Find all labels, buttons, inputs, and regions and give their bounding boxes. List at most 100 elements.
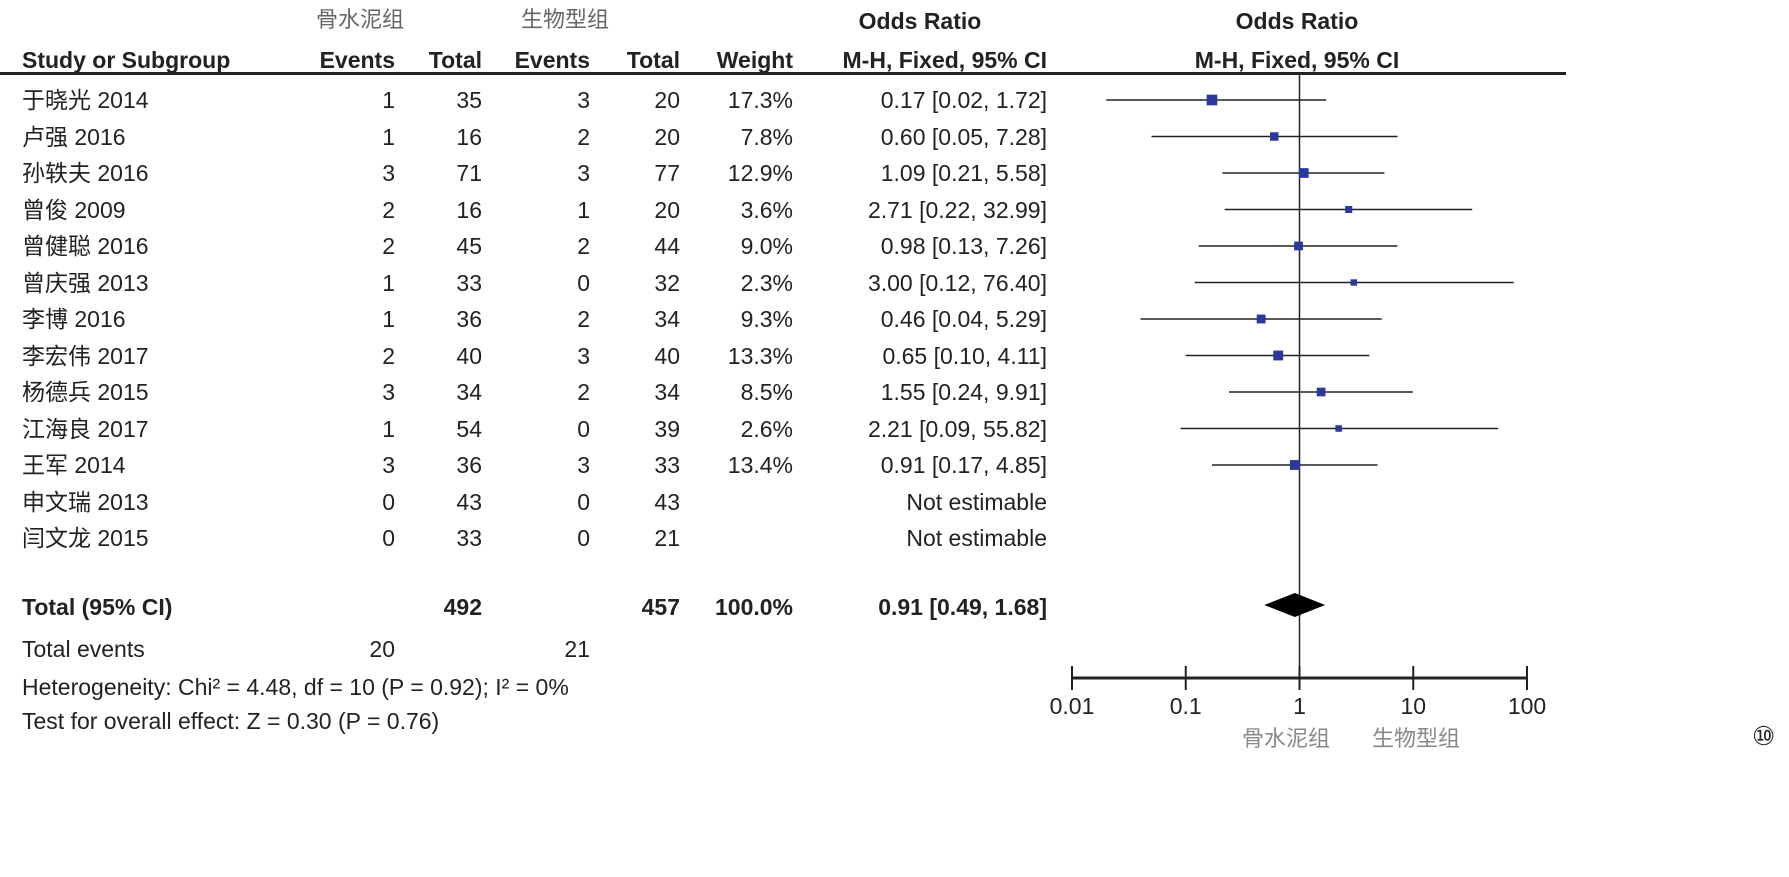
ci-text: Not estimable — [906, 488, 1047, 515]
col-study: Study or Subgroup — [22, 47, 231, 73]
ci-text: 0.60 [0.05, 7.28] — [880, 123, 1047, 150]
group2-header: 生物型组 — [520, 8, 609, 33]
effect-square — [1270, 132, 1279, 141]
effect-square — [1206, 94, 1218, 106]
ci-text: Not estimable — [906, 525, 1047, 551]
total-weight: 100.0% — [714, 594, 793, 620]
header-divider — [0, 72, 1566, 75]
study-name: 卢强 2016 — [22, 123, 126, 150]
ci-text: 1.55 [0.24, 9.91] — [880, 379, 1047, 405]
events2: 1 — [577, 196, 590, 223]
ci-text: 2.71 [0.22, 32.99] — [867, 196, 1047, 223]
total1: 36 — [456, 452, 482, 478]
col-ci-plot: M-H, Fixed, 95% CI — [1194, 47, 1400, 73]
weight: 12.9% — [727, 160, 793, 186]
total-n2: 457 — [641, 594, 680, 620]
events2: 0 — [577, 269, 590, 296]
events2: 0 — [577, 488, 590, 515]
total2: 39 — [654, 415, 680, 442]
events1: 1 — [382, 123, 395, 150]
events1: 1 — [382, 415, 395, 442]
total2: 43 — [654, 488, 680, 515]
col-total2: Total — [626, 47, 680, 73]
events1: 3 — [382, 379, 395, 405]
total1: 43 — [456, 488, 482, 515]
events1: 1 — [382, 269, 395, 296]
total1: 33 — [456, 525, 482, 551]
effect-square — [1316, 387, 1326, 397]
effect-square — [1335, 425, 1342, 432]
events2: 3 — [577, 452, 590, 478]
weight: 3.6% — [740, 196, 793, 223]
total1: 45 — [456, 233, 482, 259]
study-name: 杨德兵 2015 — [22, 379, 149, 405]
total1: 16 — [456, 196, 482, 223]
ci-text: 1.09 [0.21, 5.58] — [880, 160, 1047, 186]
events1: 3 — [382, 452, 395, 478]
study-name: 曾庆强 2013 — [22, 269, 149, 296]
pooled-diamond — [1264, 593, 1326, 617]
x-tick-label: 0.1 — [1170, 693, 1202, 719]
group1-header: 骨水泥组 — [315, 8, 404, 33]
events1: 2 — [382, 196, 395, 223]
col-events2: Events — [514, 47, 590, 73]
events2: 3 — [577, 87, 590, 113]
weight: 7.8% — [740, 123, 793, 150]
total1: 54 — [456, 415, 482, 442]
ci-text: 0.46 [0.04, 5.29] — [880, 306, 1047, 332]
study-name: 于晓光 2014 — [22, 87, 149, 113]
total2: 21 — [654, 525, 680, 551]
total1: 33 — [456, 269, 482, 296]
weight: 17.3% — [727, 87, 793, 113]
study-name: 孙轶夫 2016 — [22, 160, 149, 186]
weight: 13.3% — [727, 342, 793, 369]
total2: 20 — [654, 123, 680, 150]
total2: 40 — [654, 342, 680, 369]
weight: 2.6% — [740, 415, 793, 442]
effect-square — [1298, 168, 1309, 178]
events2: 0 — [577, 415, 590, 442]
study-name: 王军 2014 — [22, 452, 126, 478]
events1: 1 — [382, 306, 395, 332]
ci-text: 0.65 [0.10, 4.11] — [882, 342, 1047, 369]
events2: 3 — [577, 160, 590, 186]
total1: 40 — [456, 342, 482, 369]
col-ci: M-H, Fixed, 95% CI — [842, 47, 1047, 73]
total2: 34 — [654, 379, 680, 405]
study-name: 江海良 2017 — [22, 415, 149, 442]
footer-favours-group2: 生物型组 — [1372, 727, 1461, 752]
study-name: 曾健聪 2016 — [22, 233, 149, 259]
weight: 9.0% — [740, 233, 793, 259]
weight: 9.3% — [740, 306, 793, 332]
total2: 20 — [654, 196, 680, 223]
col-events1: Events — [319, 47, 395, 73]
study-name: 李博 2016 — [22, 306, 126, 332]
x-tick-label: 0.01 — [1050, 693, 1095, 719]
events1: 3 — [382, 160, 395, 186]
total2: 44 — [654, 233, 680, 259]
overall-effect-text: Test for overall effect: Z = 0.30 (P = 0… — [22, 708, 440, 734]
x-tick-label: 1 — [1293, 693, 1306, 719]
events1: 0 — [382, 488, 395, 515]
ci-text: 0.91 [0.17, 4.85] — [880, 452, 1047, 478]
weight: 13.4% — [727, 452, 793, 478]
weight: 8.5% — [740, 379, 793, 405]
total-ci: 0.91 [0.49, 1.68] — [878, 594, 1047, 620]
ci-text: 3.00 [0.12, 76.40] — [867, 269, 1047, 296]
ci-text: 2.21 [0.09, 55.82] — [867, 415, 1047, 442]
col-weight: Weight — [716, 47, 793, 73]
events1: 2 — [382, 233, 395, 259]
events2: 3 — [577, 342, 590, 369]
effect-square — [1350, 279, 1357, 286]
total1: 34 — [456, 379, 482, 405]
study-name: 闫文龙 2015 — [22, 525, 149, 551]
events2: 2 — [577, 123, 590, 150]
total-events1: 20 — [369, 636, 395, 662]
effect-square — [1294, 241, 1303, 251]
study-name: 李宏伟 2017 — [22, 342, 149, 369]
col-total1: Total — [428, 47, 482, 73]
events1: 0 — [382, 525, 395, 551]
study-name: 申文瑞 2013 — [22, 488, 149, 515]
study-name: 曾俊 2009 — [22, 196, 126, 223]
